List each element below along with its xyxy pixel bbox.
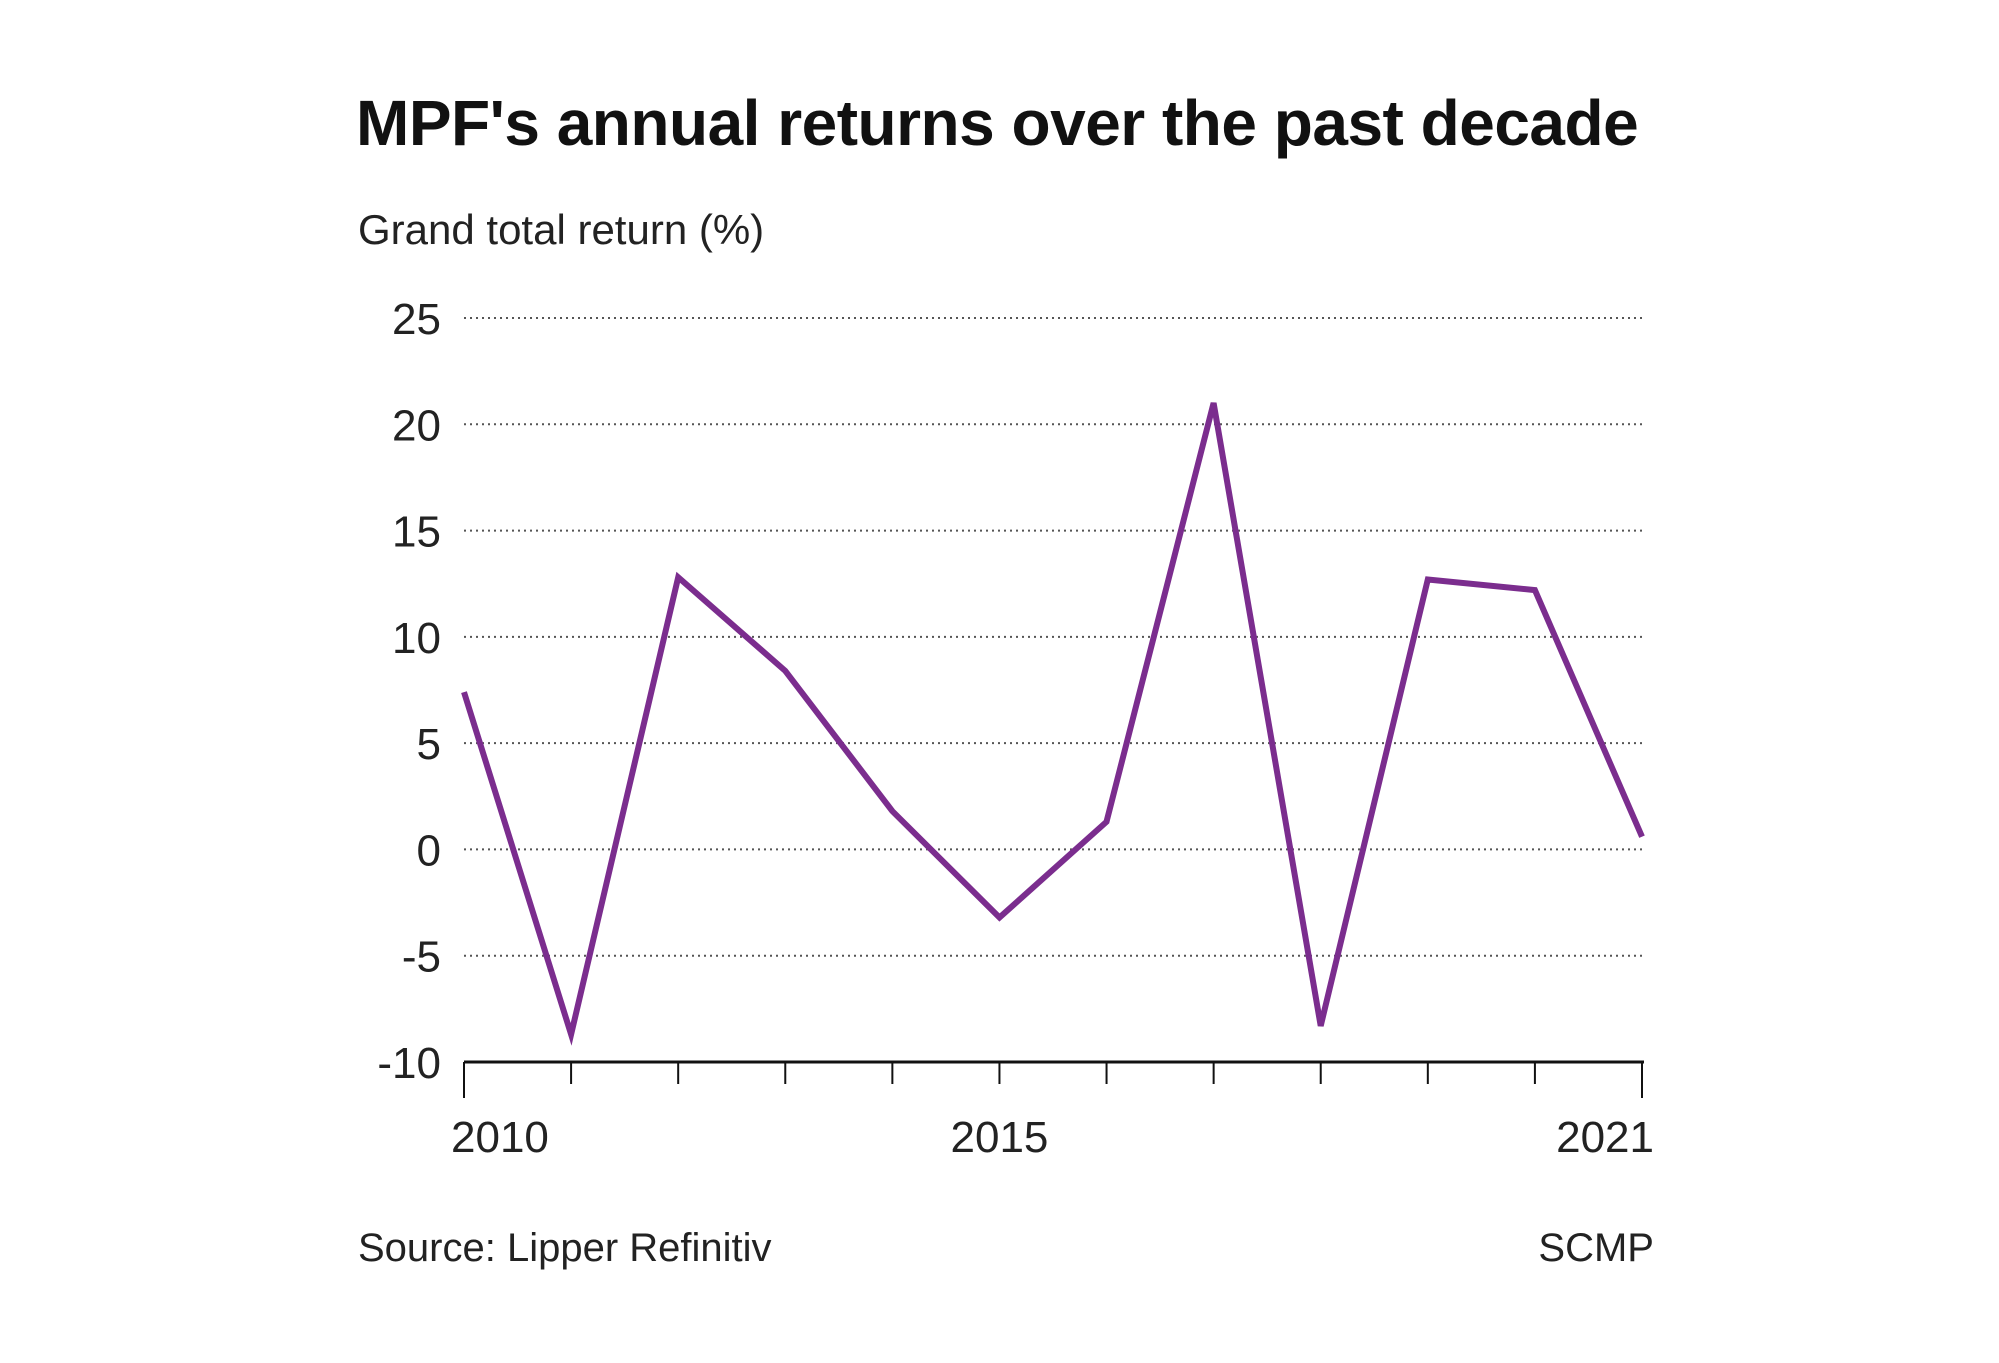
y-tick-labels: 25 20 15 10 5 0 -5 -10 — [377, 295, 441, 1088]
x-axis — [463, 1060, 1644, 1098]
y-axis-label: Grand total return (%) — [358, 206, 765, 253]
source-note: Source: Lipper Refinitiv — [358, 1226, 772, 1270]
y-tick-label: 5 — [417, 720, 441, 769]
credit-note: SCMP — [1538, 1226, 1654, 1270]
y-tick-label: 20 — [392, 401, 441, 450]
x-tick-label: 2021 — [1556, 1113, 1654, 1162]
y-tick-label: 25 — [392, 295, 441, 344]
y-tick-label: 10 — [392, 614, 441, 663]
grid-lines — [464, 317, 1642, 957]
y-tick-label: 0 — [417, 826, 441, 875]
y-tick-label: -10 — [377, 1039, 441, 1088]
y-tick-label: -5 — [402, 933, 441, 982]
x-tick-labels: 2010 2015 2021 — [451, 1113, 1654, 1162]
chart-title: MPF's annual returns over the past decad… — [356, 87, 1639, 159]
x-tick-label: 2010 — [451, 1113, 549, 1162]
y-tick-label: 15 — [392, 508, 441, 557]
x-tick-label: 2015 — [951, 1113, 1049, 1162]
series-line — [461, 402, 1645, 1046]
series-layer — [461, 402, 1645, 1046]
